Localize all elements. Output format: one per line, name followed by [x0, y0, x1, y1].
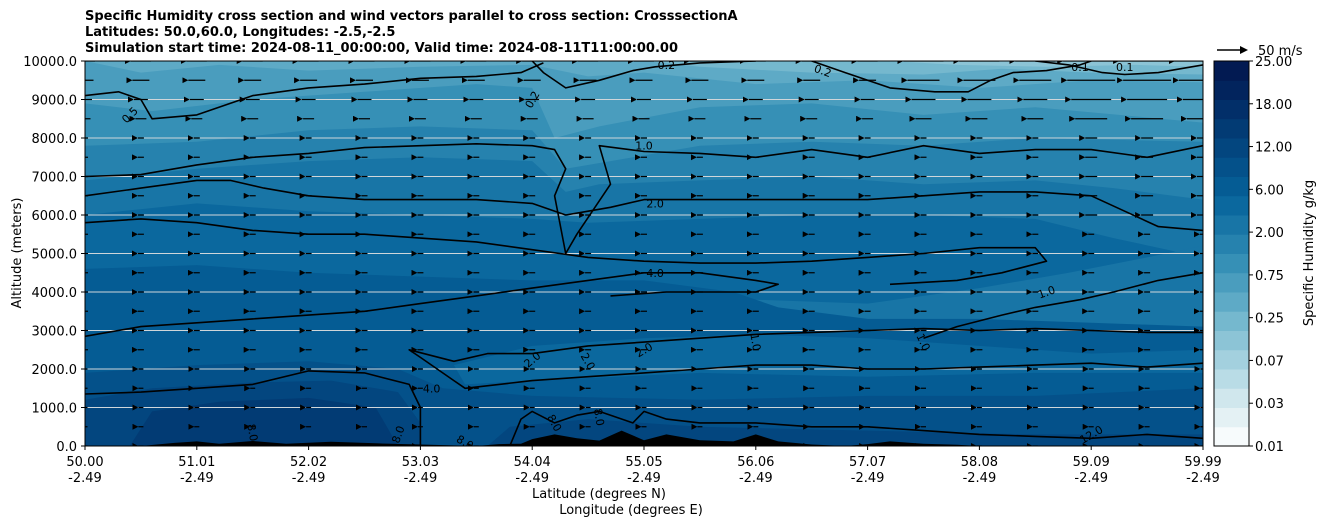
y-axis-label: Altitude (meters) — [10, 198, 25, 309]
colorbar-swatch — [1214, 350, 1249, 370]
x-tick-label-latitude: 59.09 — [1073, 455, 1110, 470]
x-tick-label-latitude: 54.04 — [514, 455, 551, 470]
colorbar-tick-label: 2.00 — [1255, 226, 1284, 241]
colorbar-swatch — [1214, 388, 1249, 408]
x-tick-label-longitude: -2.49 — [404, 471, 438, 486]
y-tick-label: 3000.0 — [32, 325, 78, 340]
y-tick-label: 9000.0 — [32, 94, 78, 109]
y-tick-label: 10000.0 — [23, 55, 77, 70]
y-tick-label: 5000.0 — [32, 248, 78, 263]
x-tick-label-longitude: -2.49 — [739, 471, 773, 486]
x-tick-label-longitude: -2.49 — [68, 471, 102, 486]
contour-label: 0.1 — [1116, 61, 1134, 74]
x-tick-label-longitude: -2.49 — [515, 471, 549, 486]
colorbar-swatch — [1214, 311, 1249, 331]
x-tick-label-longitude: -2.49 — [180, 471, 214, 486]
x-tick-label-latitude: 56.06 — [737, 455, 774, 470]
colorbar-tick-label: 18.00 — [1255, 98, 1292, 113]
x-tick-label-latitude: 53.03 — [402, 455, 439, 470]
colorbar-label: Specific Humidity g/kg — [1302, 180, 1317, 326]
quiver-key-arrowhead-icon — [1240, 46, 1248, 54]
y-tick-label: 1000.0 — [32, 402, 78, 417]
colorbar-swatch — [1214, 196, 1249, 216]
y-tick-label: 0.0 — [56, 440, 77, 455]
colorbar-tick-label: 0.07 — [1255, 354, 1284, 369]
colorbar-swatch — [1214, 80, 1249, 100]
colorbar-swatch — [1214, 427, 1249, 447]
x-tick-label-longitude: -2.49 — [292, 471, 326, 486]
colorbar-swatch — [1214, 215, 1249, 235]
x-tick-label-latitude: 58.08 — [961, 455, 998, 470]
y-tick-label: 8000.0 — [32, 132, 78, 147]
x-tick-label-latitude: 55.05 — [625, 455, 662, 470]
x-tick-label-longitude: -2.49 — [627, 471, 661, 486]
x-tick-label-longitude: -2.49 — [963, 471, 997, 486]
colorbar-swatch — [1214, 61, 1249, 81]
colorbar-tick-label: 6.00 — [1255, 183, 1284, 198]
colorbar-swatch — [1214, 408, 1249, 428]
contour-label: 0.1 — [1071, 61, 1089, 74]
colorbar-swatch — [1214, 138, 1249, 158]
y-tick-label: 4000.0 — [32, 286, 78, 301]
colorbar-swatch — [1214, 254, 1249, 274]
cross-section-figure: 0.10.10.2 0.20.20.51.01.01.0 1.02.02.0 2.02… — [0, 0, 1326, 526]
colorbar-swatch — [1214, 292, 1249, 312]
x-tick-label-longitude: -2.49 — [1186, 471, 1220, 486]
colorbar-tick-label: 0.03 — [1255, 397, 1284, 412]
x-tick-label-latitude: 50.00 — [66, 455, 103, 470]
x-axis-label-latitude: Latitude (degrees N) — [532, 487, 666, 502]
colorbar-swatch — [1214, 157, 1249, 177]
colorbar-swatch — [1214, 100, 1249, 120]
contour-label: 4.0 — [423, 382, 441, 395]
colorbar-swatch — [1214, 119, 1249, 139]
x-tick-label-longitude: -2.49 — [1074, 471, 1108, 486]
x-tick-label-latitude: 59.99 — [1184, 455, 1221, 470]
colorbar-tick-label: 12.00 — [1255, 141, 1292, 156]
colorbar-tick-label: 0.75 — [1255, 269, 1284, 284]
x-tick-label-latitude: 57.07 — [849, 455, 886, 470]
x-tick-label-latitude: 51.01 — [178, 455, 215, 470]
colorbar-swatch — [1214, 331, 1249, 351]
x-tick-label-longitude: -2.49 — [851, 471, 885, 486]
colorbar-swatch — [1214, 369, 1249, 389]
x-tick-label-latitude: 52.02 — [290, 455, 327, 470]
colorbar: 0.01 0.03 0.07 0.25 0.75 2.00 6.00 12.00 18.00 25… — [1214, 55, 1292, 455]
colorbar-tick-label: 0.25 — [1255, 312, 1284, 327]
y-tick-label: 2000.0 — [32, 363, 78, 378]
contour-label: 2.0 — [646, 197, 664, 210]
contour-label: 1.0 — [635, 140, 653, 153]
colorbar-swatch — [1214, 177, 1249, 197]
y-tick-label: 7000.0 — [32, 171, 78, 186]
contour-label: 4.0 — [646, 267, 664, 280]
colorbar-tick-label: 25.00 — [1255, 55, 1292, 70]
x-axis-label-longitude: Longitude (degrees E) — [559, 503, 703, 518]
colorbar-tick-label: 0.01 — [1255, 440, 1284, 455]
colorbar-swatch — [1214, 234, 1249, 254]
colorbar-swatch — [1214, 273, 1249, 293]
y-tick-label: 6000.0 — [32, 209, 78, 224]
plot-area: 0.10.10.2 0.20.20.51.01.01.0 1.02.02.0 2.02… — [75, 59, 1231, 453]
